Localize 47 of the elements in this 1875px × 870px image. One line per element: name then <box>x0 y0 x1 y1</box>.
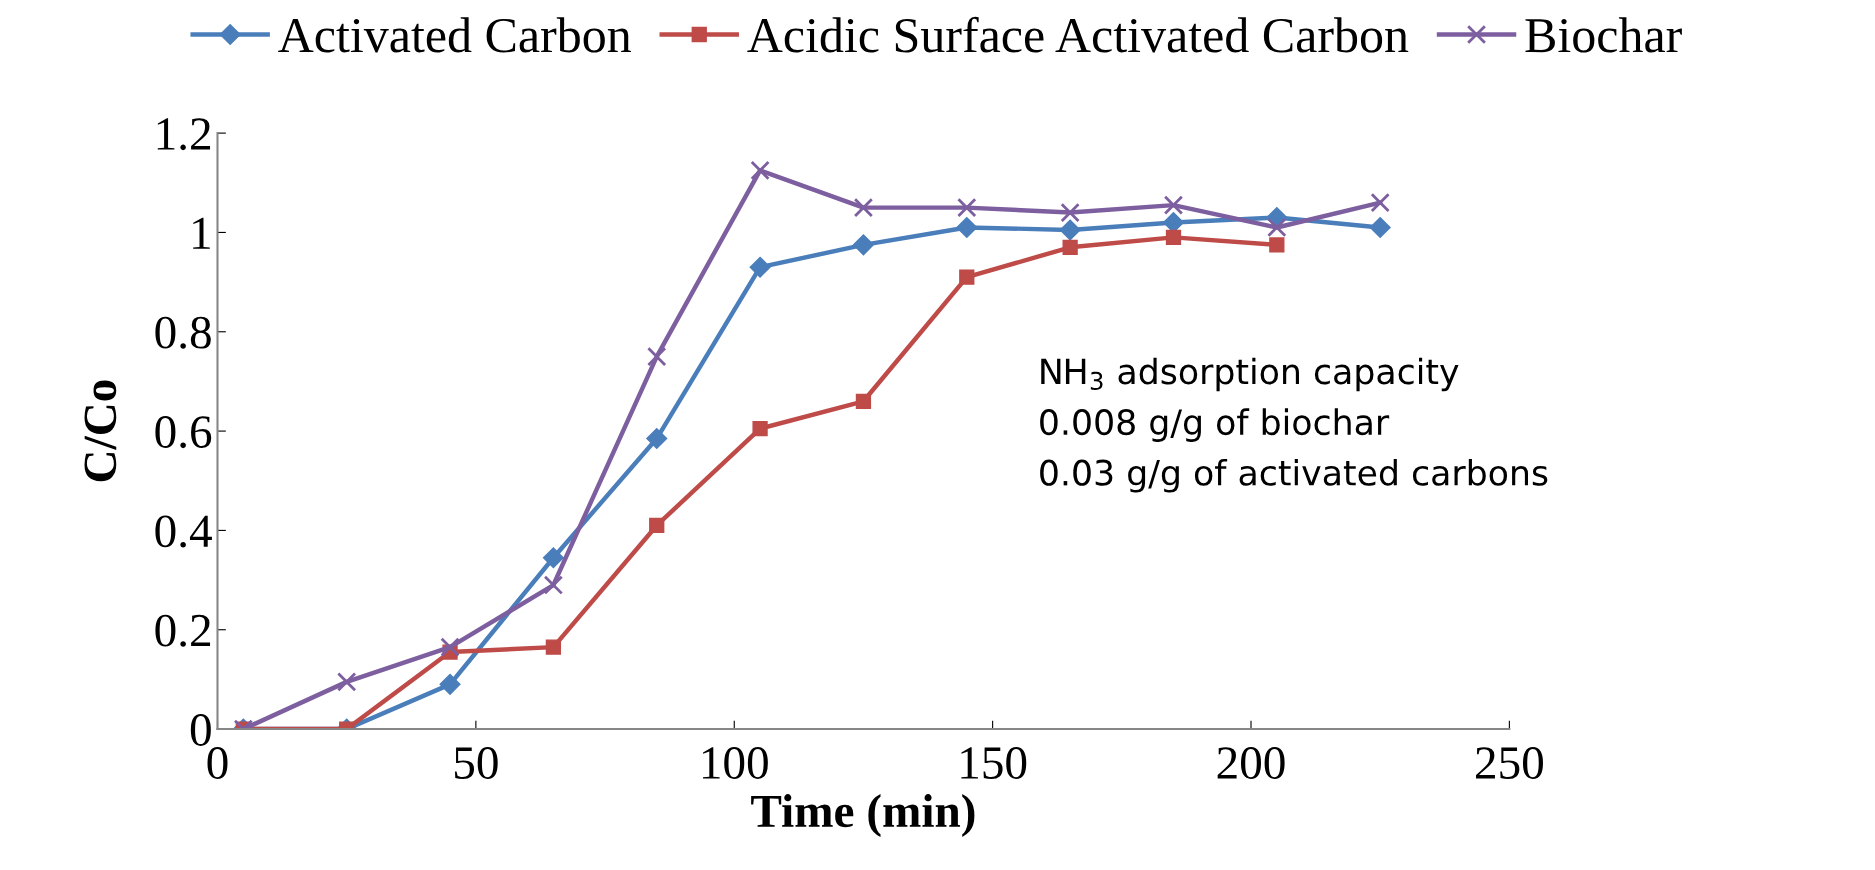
y-tick-label: 1.2 <box>157 118 211 151</box>
point <box>1370 192 1390 213</box>
point <box>542 547 564 569</box>
point <box>852 234 874 256</box>
point <box>1269 237 1285 253</box>
annotation: NH$_{3}$ adsorption capacity <box>1041 357 1459 392</box>
point <box>1165 229 1182 246</box>
point <box>1267 217 1287 238</box>
legend-label: Biochar <box>1525 17 1682 53</box>
point <box>440 637 460 657</box>
y-tick-label: 1 <box>193 217 210 249</box>
point <box>336 672 357 692</box>
annotation: 0.03 g/g of activated carbons <box>1040 458 1548 493</box>
y-tick-label: 0.2 <box>155 614 211 647</box>
point <box>1059 219 1081 241</box>
point <box>957 197 977 218</box>
y-axis-title: C/Co <box>84 380 117 482</box>
x-tick-label: 150 <box>961 747 1027 779</box>
x-tick-label: 50 <box>455 747 498 779</box>
point <box>752 420 768 437</box>
point <box>649 517 665 534</box>
y-tick-label: 0.4 <box>155 515 212 548</box>
point <box>750 160 770 181</box>
point <box>1163 195 1184 215</box>
point <box>749 256 771 278</box>
point <box>1062 239 1078 255</box>
annotation: 0.008 g/g of biochar <box>1040 408 1390 442</box>
point <box>1369 216 1391 238</box>
point <box>545 639 562 655</box>
point <box>959 269 975 285</box>
point <box>543 575 564 595</box>
y-tick-label: 0.8 <box>155 316 211 349</box>
y-tick-label: 0 <box>190 714 211 746</box>
point <box>956 216 978 238</box>
point <box>646 428 668 450</box>
x-tick-label: 250 <box>1476 747 1543 779</box>
y-tick-label: 0.6 <box>155 416 212 449</box>
x-axis-title: Time (min) <box>751 794 975 837</box>
x-tick-label: 200 <box>1217 747 1285 779</box>
point <box>1060 202 1080 223</box>
point <box>855 393 872 409</box>
point <box>439 673 461 695</box>
x-tick-label: 100 <box>702 747 768 779</box>
point <box>853 197 874 218</box>
point <box>647 346 667 367</box>
legend-label: Acidic Surface Activated Carbon <box>747 16 1409 53</box>
legend-label: Activated Carbon <box>278 17 631 53</box>
